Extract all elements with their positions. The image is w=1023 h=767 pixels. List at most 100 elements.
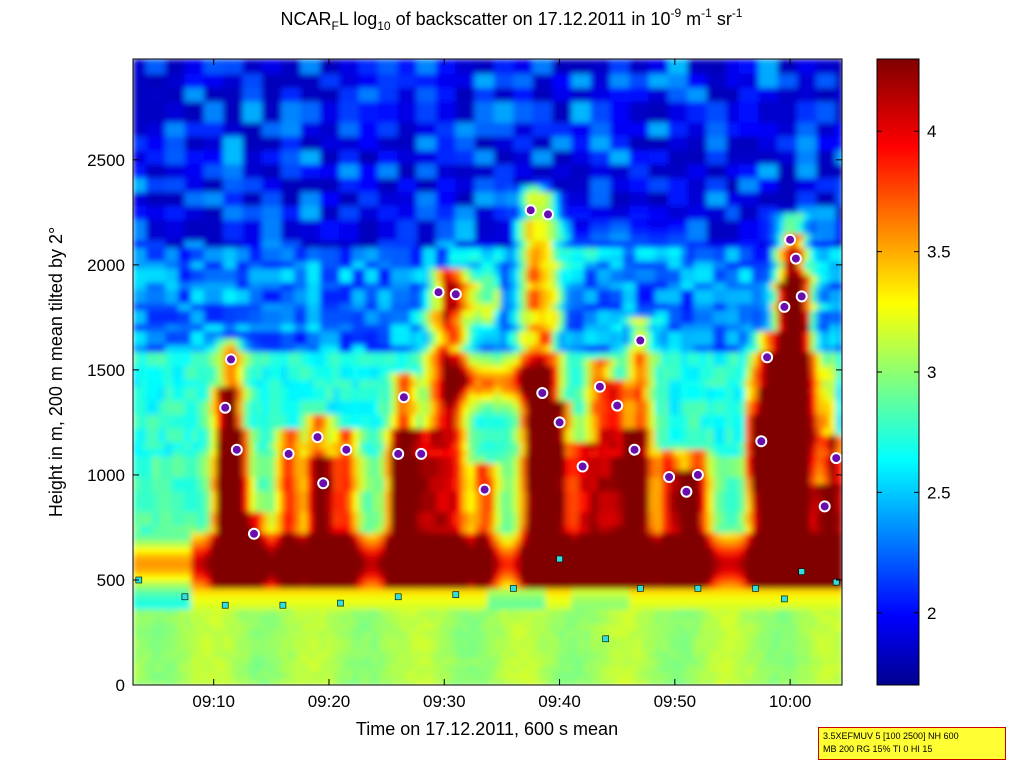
heatmap-cell [197, 72, 205, 81]
heatmap-cell [403, 205, 412, 214]
heatmap-cell [268, 538, 276, 547]
heatmap-cell [377, 552, 386, 561]
heatmap-cell [384, 392, 392, 401]
heatmap-cell [139, 212, 147, 220]
heatmap-cell [371, 212, 379, 220]
heatmap-cell [371, 427, 379, 436]
heatmap-cell [145, 365, 154, 373]
heatmap-cell [197, 518, 205, 527]
heatmap-cell [442, 302, 450, 311]
heatmap-cell [223, 156, 231, 165]
heatmap-cell [435, 455, 444, 464]
heatmap-cell [416, 629, 424, 638]
heatmap-cell [268, 490, 276, 499]
heatmap-cell [294, 344, 302, 353]
heatmap-cell [139, 72, 147, 81]
heatmap-cell [448, 497, 457, 506]
heatmap-cell [403, 128, 412, 137]
heatmap-cell [332, 323, 341, 332]
heatmap-cell [249, 142, 257, 151]
heatmap-cell [307, 573, 315, 582]
heatmap-cell [294, 372, 302, 380]
heatmap-cell [281, 608, 289, 617]
heatmap-cell [435, 636, 444, 645]
heatmap-cell [178, 135, 186, 144]
heatmap-cell [223, 392, 231, 401]
heatmap-cell [371, 191, 379, 200]
heatmap-cell [255, 323, 263, 332]
heatmap-cell [435, 163, 444, 172]
heatmap-cell [242, 365, 250, 373]
heatmap-cell [178, 281, 186, 290]
heatmap-cell [268, 100, 276, 109]
heatmap-cell [403, 587, 412, 596]
heatmap-cell [339, 525, 347, 533]
heatmap-cell [481, 239, 489, 248]
heatmap-cell [442, 657, 450, 666]
heatmap-cell [481, 219, 489, 227]
heatmap-cell [319, 79, 328, 88]
heatmap-cell [307, 163, 315, 172]
heatmap-cell [242, 434, 250, 443]
heatmap-cell [429, 483, 437, 492]
heatmap-cell [461, 552, 470, 561]
heatmap-cell [287, 205, 296, 214]
heatmap-cell [223, 580, 231, 589]
heatmap-cell [249, 323, 257, 332]
heatmap-cell [216, 59, 225, 67]
heatmap-cell [377, 93, 386, 102]
heatmap-cell [352, 267, 360, 276]
heatmap-cell [223, 678, 231, 685]
heatmap-cell [307, 309, 315, 318]
heatmap-cell [403, 559, 412, 568]
heatmap-cell [365, 566, 373, 575]
heatmap-cell [158, 170, 167, 179]
heatmap-cell [191, 316, 199, 325]
heatmap-cell [216, 664, 225, 673]
heatmap-cell [390, 629, 399, 638]
heatmap-cell [197, 212, 205, 220]
heatmap-cell [384, 587, 392, 596]
heatmap-cell [171, 330, 180, 339]
heatmap-cell [307, 72, 315, 81]
heatmap-cell [345, 219, 354, 227]
heatmap-cell [274, 385, 283, 394]
heatmap-cell [255, 372, 263, 380]
heatmap-cell [455, 497, 463, 506]
heatmap-cell [390, 219, 399, 227]
heatmap-cell [268, 372, 276, 380]
heatmap-cell [261, 629, 270, 638]
heatmap-cell [197, 413, 205, 422]
heatmap-cell [332, 135, 341, 144]
heatmap-cell [332, 664, 341, 673]
heatmap-cell [171, 504, 180, 513]
heatmap-cell [139, 594, 147, 603]
heatmap-cell [229, 260, 238, 269]
heatmap-cell [300, 212, 308, 220]
heatmap-cell [313, 239, 321, 248]
heatmap-cell [332, 678, 341, 685]
heatmap-cell [384, 225, 392, 234]
heatmap-cell [461, 93, 470, 102]
heatmap-cell [435, 225, 444, 234]
heatmap-cell [158, 434, 167, 443]
heatmap-cell [145, 260, 154, 269]
heatmap-cell [203, 504, 212, 513]
heatmap-cell [345, 128, 354, 137]
heatmap-cell [178, 671, 186, 680]
heatmap-cell [184, 72, 192, 81]
heatmap-cell [261, 608, 270, 617]
heatmap-cell [171, 643, 180, 652]
heatmap-cell [319, 191, 328, 200]
heatmap-cell [358, 288, 366, 297]
heatmap-cell [261, 671, 270, 680]
heatmap-cell [416, 532, 424, 540]
heatmap-cell [203, 107, 212, 116]
heatmap-cell [397, 66, 405, 74]
heatmap-cell [435, 295, 444, 304]
heatmap-cell [319, 434, 328, 443]
heatmap-cell [468, 455, 476, 464]
heatmap-cell [261, 657, 270, 666]
heatmap-cell [481, 72, 489, 81]
heatmap-cell [139, 316, 147, 325]
